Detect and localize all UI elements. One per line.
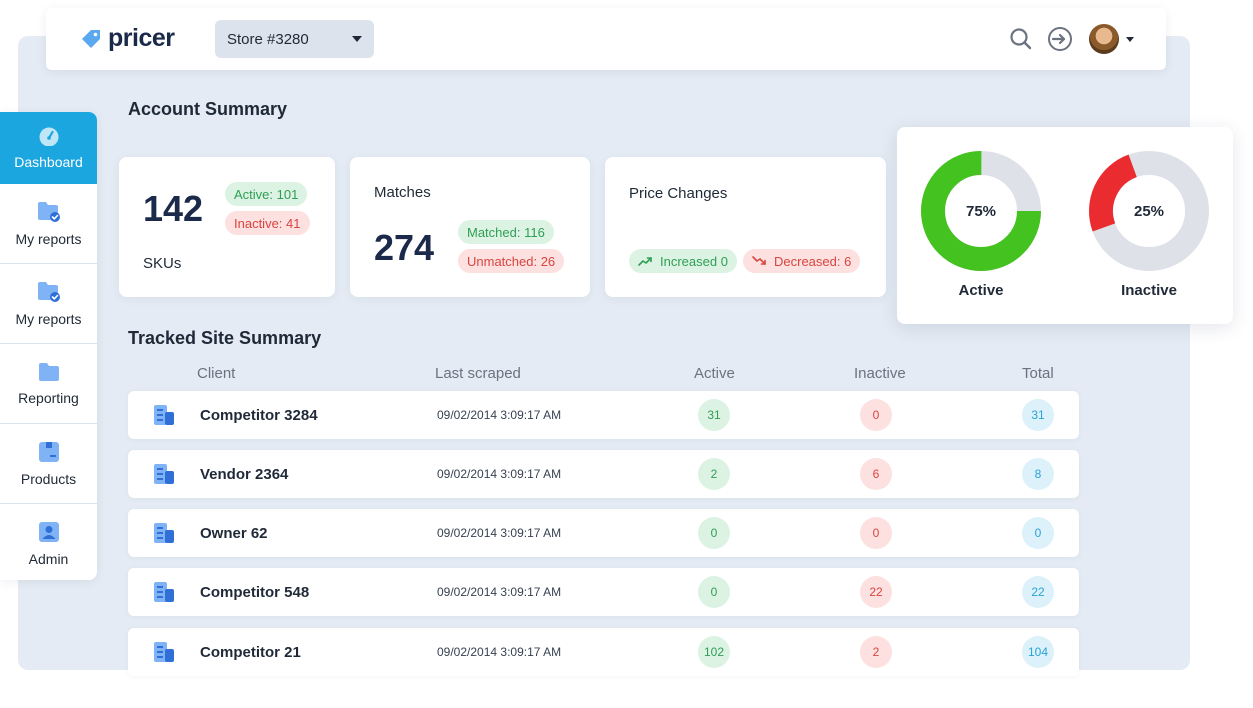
inactive-donut: 25% <box>1087 149 1211 273</box>
user-icon <box>38 522 59 542</box>
row-inactive-count: 0 <box>860 517 892 549</box>
trending-down-icon <box>752 256 766 265</box>
store-selector-value: Store #3280 <box>227 30 309 48</box>
logo[interactable]: pricer <box>80 24 175 53</box>
table-row[interactable]: Vendor 2364 09/02/2014 3:09:17 AM 2 6 8 <box>128 450 1079 498</box>
active-donut-segment <box>921 151 1041 271</box>
row-last-scraped: 09/02/2014 3:09:17 AM <box>437 408 562 422</box>
row-client-name[interactable]: Owner 62 <box>200 525 268 542</box>
store-selector[interactable]: Store #3280 <box>215 20 374 58</box>
building-icon <box>154 464 174 484</box>
column-header-last-scraped[interactable]: Last scraped <box>435 365 521 382</box>
matches-title: Matches <box>374 184 431 201</box>
box-icon <box>38 441 59 462</box>
building-icon <box>154 405 174 425</box>
column-header-client[interactable]: Client <box>197 365 236 382</box>
row-active-count: 102 <box>698 636 730 668</box>
active-percent: 75% <box>965 202 997 220</box>
tracked-site-summary-title: Tracked Site Summary <box>128 328 322 348</box>
table-row[interactable]: Owner 62 09/02/2014 3:09:17 AM 0 0 0 <box>128 509 1079 557</box>
price-tag-icon <box>82 29 100 48</box>
skus-inactive-badge: Inactive: 41 <box>225 211 310 235</box>
unmatched-badge: Unmatched: 26 <box>458 249 565 273</box>
trending-up-icon <box>638 257 652 266</box>
top-bar: pricer Store #3280 <box>46 8 1166 70</box>
row-active-count: 0 <box>698 576 730 608</box>
table-row[interactable]: Competitor 21 09/02/2014 3:09:17 AM 102 … <box>128 628 1079 676</box>
matches-card: Matches 274 Matched: 116 Unmatched: 26 <box>350 157 590 297</box>
row-last-scraped: 09/02/2014 3:09:17 AM <box>437 526 562 540</box>
column-header-active[interactable]: Active <box>694 365 735 382</box>
row-last-scraped: 09/02/2014 3:09:17 AM <box>437 585 562 599</box>
gauge-icon <box>39 127 58 146</box>
decreased-text: Decreased: 6 <box>774 253 852 269</box>
row-total-count: 8 <box>1022 458 1054 490</box>
column-header-total[interactable]: Total <box>1022 365 1054 382</box>
row-client-name[interactable]: Competitor 548 <box>200 584 310 601</box>
row-last-scraped: 09/02/2014 3:09:17 AM <box>437 645 562 659</box>
search-icon[interactable] <box>1008 26 1034 52</box>
row-last-scraped: 09/02/2014 3:09:17 AM <box>437 467 562 481</box>
sidebar-item-label: My reports <box>15 310 82 327</box>
inactive-donut-label: Inactive <box>1121 282 1177 299</box>
status-donut-card: 75% Active 25% Inactive <box>897 127 1233 324</box>
sign-in-icon[interactable] <box>1047 26 1073 52</box>
row-client-name[interactable]: Competitor 21 <box>200 644 301 661</box>
folder-icon <box>38 362 59 381</box>
price-changes-card: Price Changes Increased 0 Decreased: 6 <box>605 157 886 297</box>
row-inactive-count: 6 <box>860 458 892 490</box>
active-donut-label: Active <box>958 282 1004 299</box>
sidebar-item-my-reports-2[interactable]: My reports <box>0 264 97 344</box>
sidebar-item-label: Dashboard <box>14 154 83 170</box>
chevron-down-icon[interactable] <box>1126 37 1134 42</box>
building-icon <box>154 642 174 662</box>
chevron-down-icon <box>352 36 362 42</box>
skus-label: SKUs <box>143 255 182 272</box>
sidebar-item-dashboard[interactable]: Dashboard <box>0 112 97 184</box>
sidebar-item-label: Products <box>20 470 77 487</box>
sidebar-item-products[interactable]: Products <box>0 424 97 504</box>
folder-check-icon <box>37 201 60 222</box>
avatar[interactable] <box>1089 24 1119 54</box>
sidebar-item-reporting[interactable]: Reporting <box>0 344 97 424</box>
row-active-count: 31 <box>698 399 730 431</box>
row-client-name[interactable]: Vendor 2364 <box>200 466 289 483</box>
row-inactive-count: 0 <box>860 399 892 431</box>
matches-count: 274 <box>374 227 435 268</box>
row-active-count: 2 <box>698 458 730 490</box>
sidebar: Dashboard My reports My reports Reportin… <box>0 112 97 580</box>
building-icon <box>154 582 174 602</box>
skus-count: 142 <box>143 188 204 229</box>
skus-card: 142 Active: 101 Inactive: 41 SKUs <box>119 157 335 297</box>
sidebar-item-label: Admin <box>28 551 69 567</box>
sidebar-item-label: Reporting <box>18 389 79 406</box>
logo-text: pricer <box>108 24 175 52</box>
building-icon <box>154 523 174 543</box>
folder-check-icon <box>37 281 60 302</box>
sidebar-item-admin[interactable]: Admin <box>0 504 97 580</box>
sidebar-item-my-reports[interactable]: My reports <box>0 184 97 264</box>
row-client-name[interactable]: Competitor 3284 <box>200 407 318 424</box>
row-active-count: 0 <box>698 517 730 549</box>
active-donut: 75% <box>919 149 1043 273</box>
table-row[interactable]: Competitor 3284 09/02/2014 3:09:17 AM 31… <box>128 391 1079 439</box>
skus-active-badge: Active: 101 <box>225 182 308 206</box>
increased-text: Increased 0 <box>660 253 728 269</box>
row-total-count: 104 <box>1022 636 1054 668</box>
column-header-inactive[interactable]: Inactive <box>854 365 906 382</box>
row-total-count: 22 <box>1022 576 1054 608</box>
row-inactive-count: 2 <box>860 636 892 668</box>
inactive-percent: 25% <box>1133 202 1165 220</box>
account-summary-title: Account Summary <box>128 99 288 119</box>
row-inactive-count: 22 <box>860 576 892 608</box>
row-total-count: 31 <box>1022 399 1054 431</box>
price-changes-title: Price Changes <box>629 185 728 202</box>
sidebar-item-label: My reports <box>15 230 82 247</box>
table-row[interactable]: Competitor 548 09/02/2014 3:09:17 AM 0 2… <box>128 568 1079 616</box>
increased-badge: Increased 0 <box>629 249 737 273</box>
matched-badge: Matched: 116 <box>458 220 554 244</box>
decreased-badge: Decreased: 6 <box>743 249 861 273</box>
row-total-count: 0 <box>1022 517 1054 549</box>
